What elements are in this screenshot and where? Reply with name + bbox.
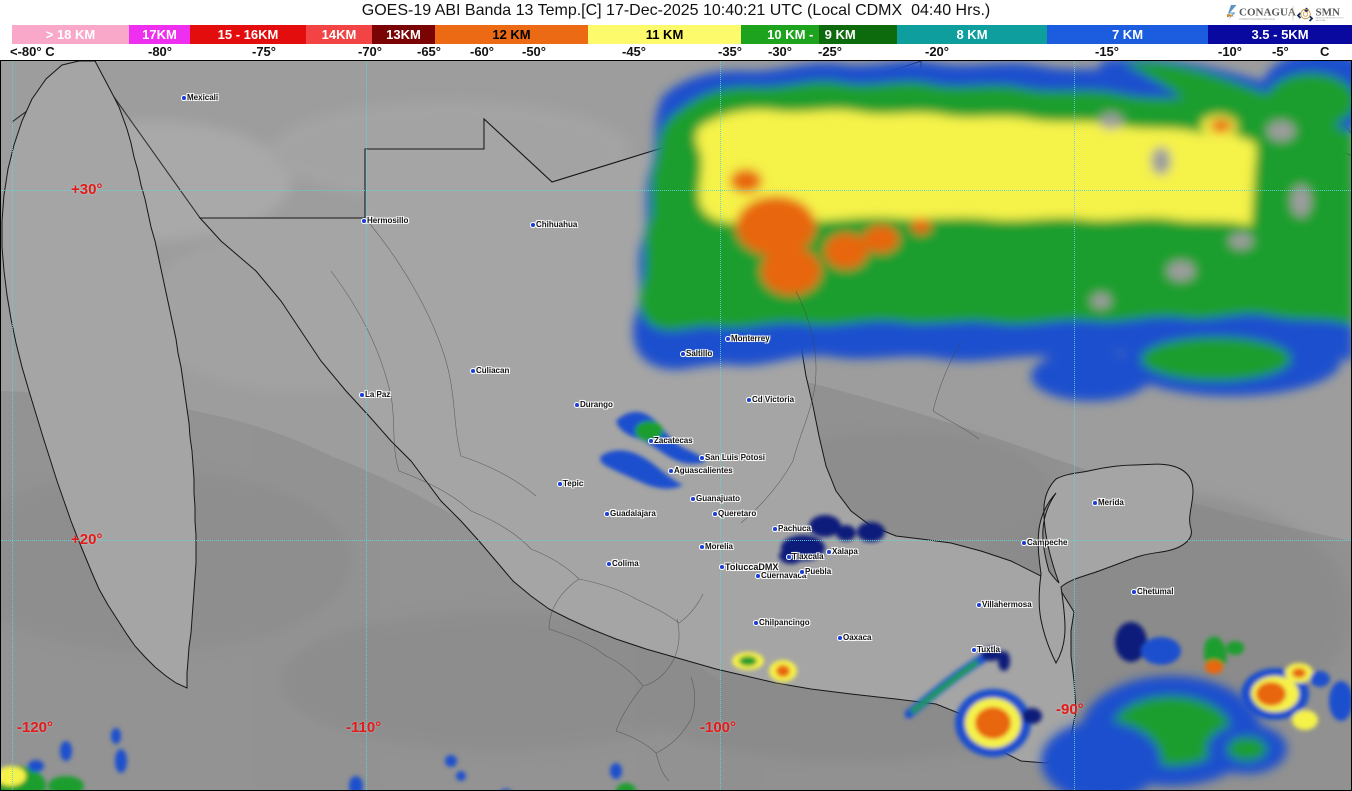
svg-text:SERVICIO METEOROLOGICO: SERVICIO METEOROLOGICO — [1316, 18, 1344, 20]
svg-text:SMN: SMN — [1316, 7, 1341, 19]
svg-text:CONAGUA: CONAGUA — [1239, 7, 1296, 19]
